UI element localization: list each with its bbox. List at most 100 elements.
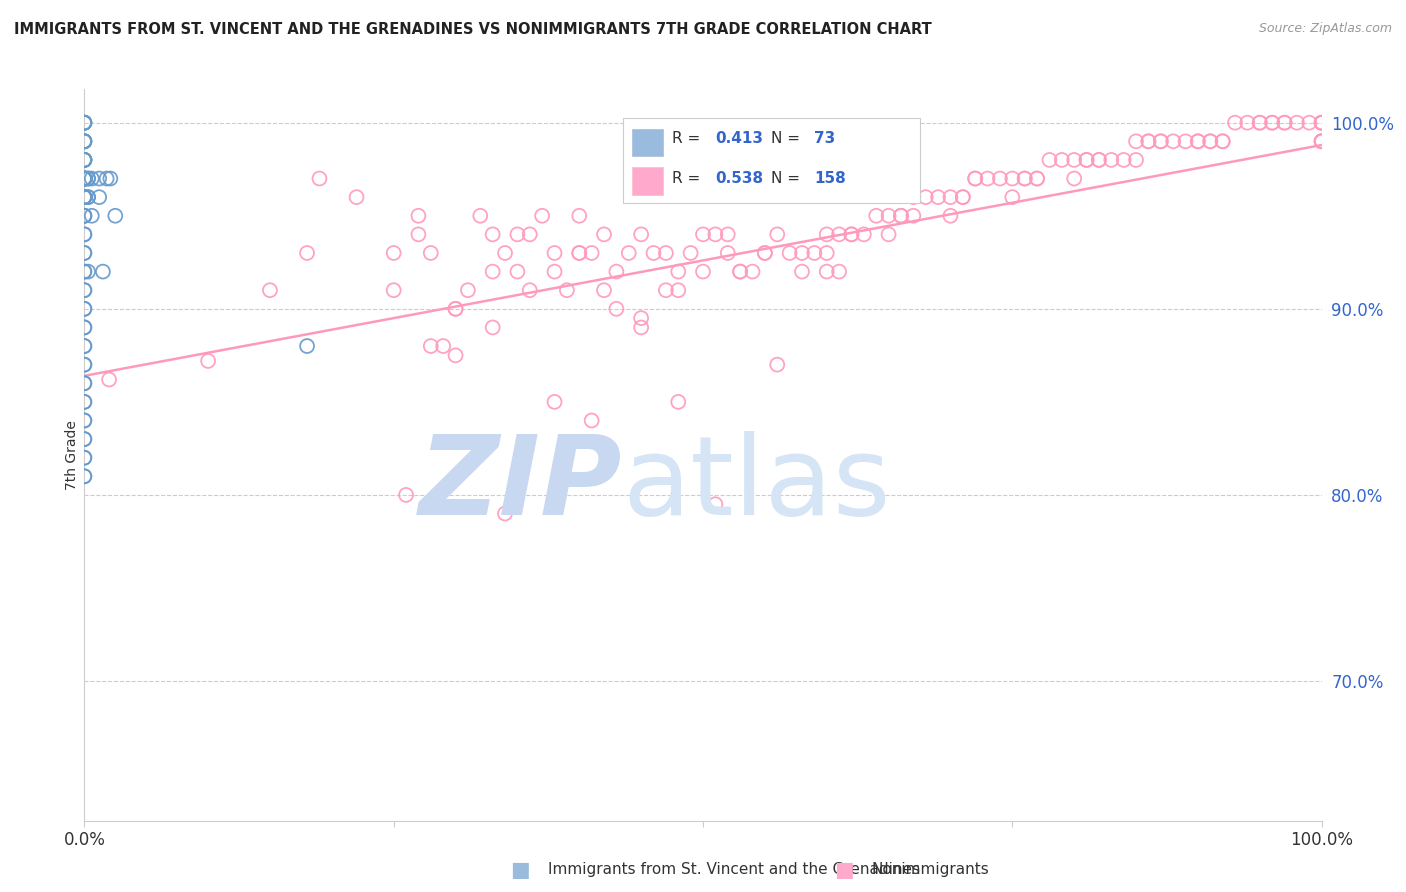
Point (73, 358, 96, 372)
Text: ZIP: ZIP (419, 431, 623, 538)
Point (506, 227, 529, 242)
Point (470, 209, 492, 223)
Point (73, 116, 96, 130)
Point (73, 153, 96, 167)
Point (593, 283, 616, 297)
Point (73, 283, 96, 297)
Point (1187, 134, 1209, 148)
Point (73, 264, 96, 278)
Point (877, 209, 900, 223)
Point (1212, 134, 1234, 148)
Point (1125, 134, 1147, 148)
Point (73, 339, 96, 353)
Point (1076, 153, 1098, 167)
Point (766, 227, 789, 242)
Point (80, 209, 103, 223)
Point (1199, 134, 1222, 148)
Point (73, 376, 96, 391)
Point (976, 171, 998, 186)
Point (790, 246, 813, 260)
Point (555, 283, 578, 297)
Point (73, 134, 96, 148)
Bar (623, 119, 920, 202)
Point (1310, 116, 1333, 130)
Point (104, 209, 127, 223)
Point (1310, 116, 1333, 130)
Text: N =: N = (770, 171, 804, 186)
Point (73, 153, 96, 167)
Point (89, 190, 111, 204)
Text: R =: R = (672, 171, 706, 186)
Point (73, 116, 96, 130)
Bar (633, 168, 664, 195)
Point (98, 171, 121, 186)
Text: Source: ZipAtlas.com: Source: ZipAtlas.com (1258, 22, 1392, 36)
Point (841, 227, 863, 242)
Point (519, 227, 541, 242)
Point (77, 171, 100, 186)
Point (73, 395, 96, 409)
Point (965, 171, 987, 186)
Point (988, 171, 1011, 186)
Point (73, 171, 96, 186)
Bar (633, 128, 664, 156)
Text: IMMIGRANTS FROM ST. VINCENT AND THE GRENADINES VS NONIMMIGRANTS 7TH GRADE CORREL: IMMIGRANTS FROM ST. VINCENT AND THE GREN… (14, 22, 932, 37)
Text: 0.538: 0.538 (716, 171, 763, 186)
Point (593, 227, 616, 242)
Point (73, 171, 96, 186)
Point (73, 190, 96, 204)
Point (852, 227, 875, 242)
Point (568, 246, 591, 260)
Point (77, 264, 100, 278)
Point (1063, 153, 1085, 167)
Point (73, 339, 96, 353)
Point (927, 190, 949, 204)
Point (77, 171, 100, 186)
Point (841, 227, 863, 242)
Point (779, 246, 801, 260)
Point (1076, 153, 1098, 167)
Text: atlas: atlas (623, 431, 891, 538)
Point (1038, 153, 1060, 167)
Point (73, 116, 96, 130)
Point (444, 348, 467, 362)
Text: ■: ■ (834, 860, 853, 880)
Point (1310, 134, 1333, 148)
Point (73, 301, 96, 316)
Point (717, 227, 740, 242)
Point (1137, 134, 1160, 148)
Point (568, 209, 591, 223)
Text: N =: N = (770, 131, 804, 146)
Point (73, 171, 96, 186)
Point (965, 171, 987, 186)
Point (568, 246, 591, 260)
Point (1249, 116, 1271, 130)
Point (1223, 116, 1246, 130)
Point (655, 283, 678, 297)
Point (630, 227, 652, 242)
Point (73, 190, 96, 204)
Point (73, 190, 96, 204)
Point (543, 395, 565, 409)
Point (295, 339, 318, 353)
Point (890, 209, 912, 223)
Point (73, 134, 96, 148)
Point (73, 209, 96, 223)
Point (73, 171, 96, 186)
Point (73, 283, 96, 297)
Point (1112, 153, 1135, 167)
Point (1001, 190, 1024, 204)
Point (1150, 134, 1173, 148)
Point (73, 116, 96, 130)
Point (1150, 134, 1173, 148)
Point (1187, 134, 1209, 148)
Point (728, 264, 751, 278)
Point (73, 171, 96, 186)
Point (1298, 116, 1320, 130)
Text: Nonimmigrants: Nonimmigrants (872, 863, 990, 877)
Point (1014, 171, 1036, 186)
Point (655, 246, 678, 260)
Point (1088, 153, 1111, 167)
Point (73, 450, 96, 465)
Point (1285, 116, 1308, 130)
